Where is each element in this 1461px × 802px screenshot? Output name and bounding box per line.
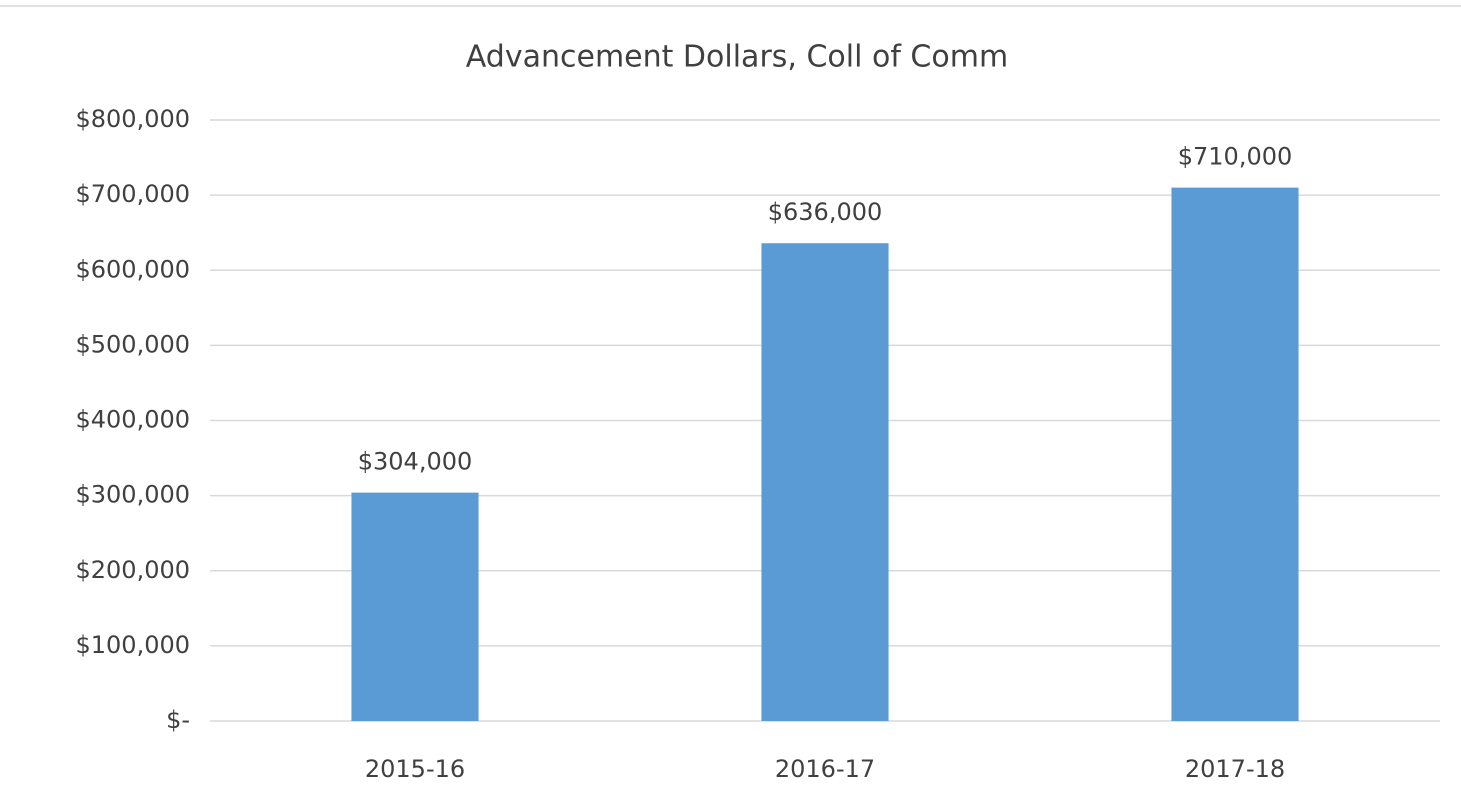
x-tick-label: 2017-18 (1185, 755, 1285, 783)
data-label: $304,000 (358, 448, 473, 476)
data-label: $710,000 (1178, 143, 1293, 171)
chart-title: Advancement Dollars, Coll of Comm (466, 40, 1008, 75)
y-tick-label: $700,000 (75, 180, 190, 208)
y-tick-label: $400,000 (75, 406, 190, 434)
bar (351, 492, 479, 721)
y-tick-label: $- (166, 706, 190, 734)
bar (1171, 187, 1299, 722)
y-tick-label: $600,000 (75, 255, 190, 283)
bar (761, 243, 889, 721)
y-tick-label: $500,000 (75, 330, 190, 358)
x-tick-label: 2015-16 (365, 755, 465, 783)
y-tick-label: $800,000 (75, 105, 190, 133)
x-tick-label: 2016-17 (775, 755, 875, 783)
data-label: $636,000 (768, 198, 883, 226)
y-tick-label: $200,000 (75, 556, 190, 584)
y-tick-label: $100,000 (75, 631, 190, 659)
y-tick-label: $300,000 (75, 481, 190, 509)
